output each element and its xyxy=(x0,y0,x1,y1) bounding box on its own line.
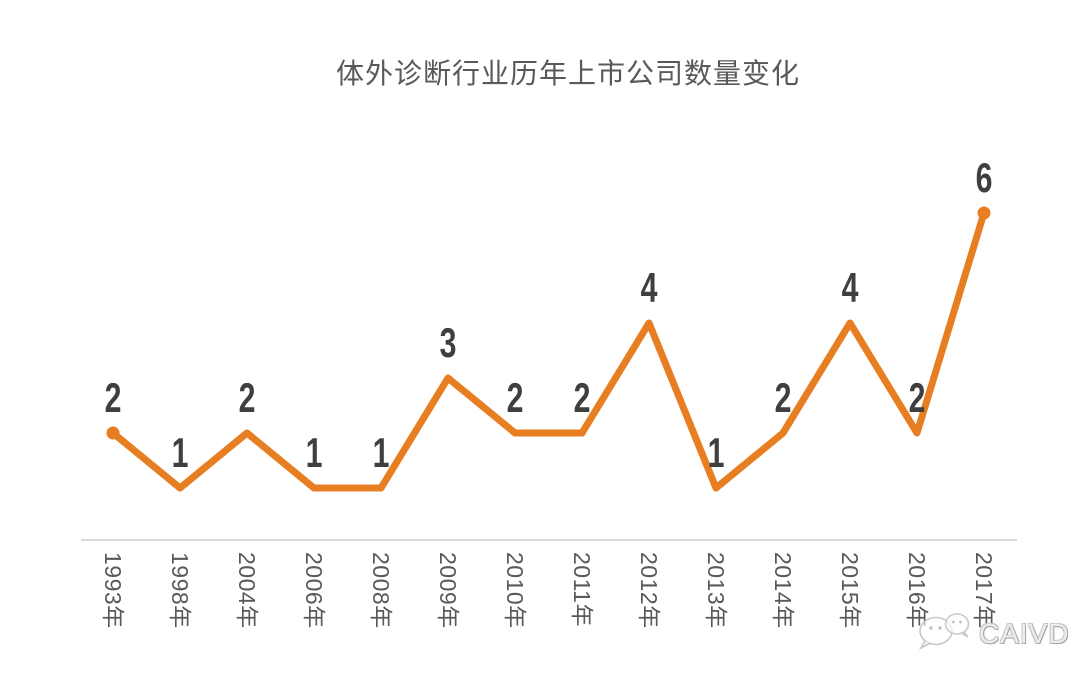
watermark-brand-text: CAIVD xyxy=(979,617,1070,649)
x-tick-label-2006年: 2006年 xyxy=(301,552,327,629)
data-point-label-2014年: 2 xyxy=(774,374,792,421)
data-point-label-2011年: 2 xyxy=(573,374,591,421)
data-point-label-2009年: 3 xyxy=(439,319,457,366)
wechat-bubbles-icon xyxy=(916,610,974,657)
x-tick-label-2014年: 2014年 xyxy=(770,552,796,629)
x-tick-label-2008年: 2008年 xyxy=(368,552,394,629)
data-point-label-2015年: 4 xyxy=(841,264,859,311)
x-tick-label-2009年: 2009年 xyxy=(435,552,461,629)
data-point-label-2004年: 2 xyxy=(238,374,256,421)
x-axis-line xyxy=(81,539,1017,541)
series-end-marker xyxy=(106,426,120,440)
watermark: CAIVD xyxy=(916,610,1070,657)
x-tick-label-2010年: 2010年 xyxy=(502,552,528,629)
data-point-label-2013年: 1 xyxy=(707,429,725,476)
series-end-marker xyxy=(977,206,991,220)
x-tick-label-1998年: 1998年 xyxy=(167,552,193,629)
data-point-label-2016年: 2 xyxy=(908,374,926,421)
data-point-label-1998年: 1 xyxy=(171,429,189,476)
x-tick-label-1993年: 1993年 xyxy=(100,552,126,629)
data-point-label-1993年: 2 xyxy=(104,374,122,421)
data-point-label-2008年: 1 xyxy=(372,429,390,476)
x-tick-label-2004年: 2004年 xyxy=(234,552,260,629)
data-point-label-2006年: 1 xyxy=(305,429,323,476)
series-line xyxy=(109,209,988,492)
chart-title: 体外诊断行业历年上市公司数量变化 xyxy=(335,58,800,89)
data-point-label-2012年: 4 xyxy=(640,264,658,311)
data-point-label-2010年: 2 xyxy=(506,374,524,421)
x-tick-label-2015年: 2015年 xyxy=(837,552,863,629)
x-tick-label-2013年: 2013年 xyxy=(703,552,729,629)
x-tick-label-2012年: 2012年 xyxy=(636,552,662,629)
data-point-label-2017年: 6 xyxy=(975,154,993,201)
x-tick-label-2011年: 2011年 xyxy=(569,552,595,627)
